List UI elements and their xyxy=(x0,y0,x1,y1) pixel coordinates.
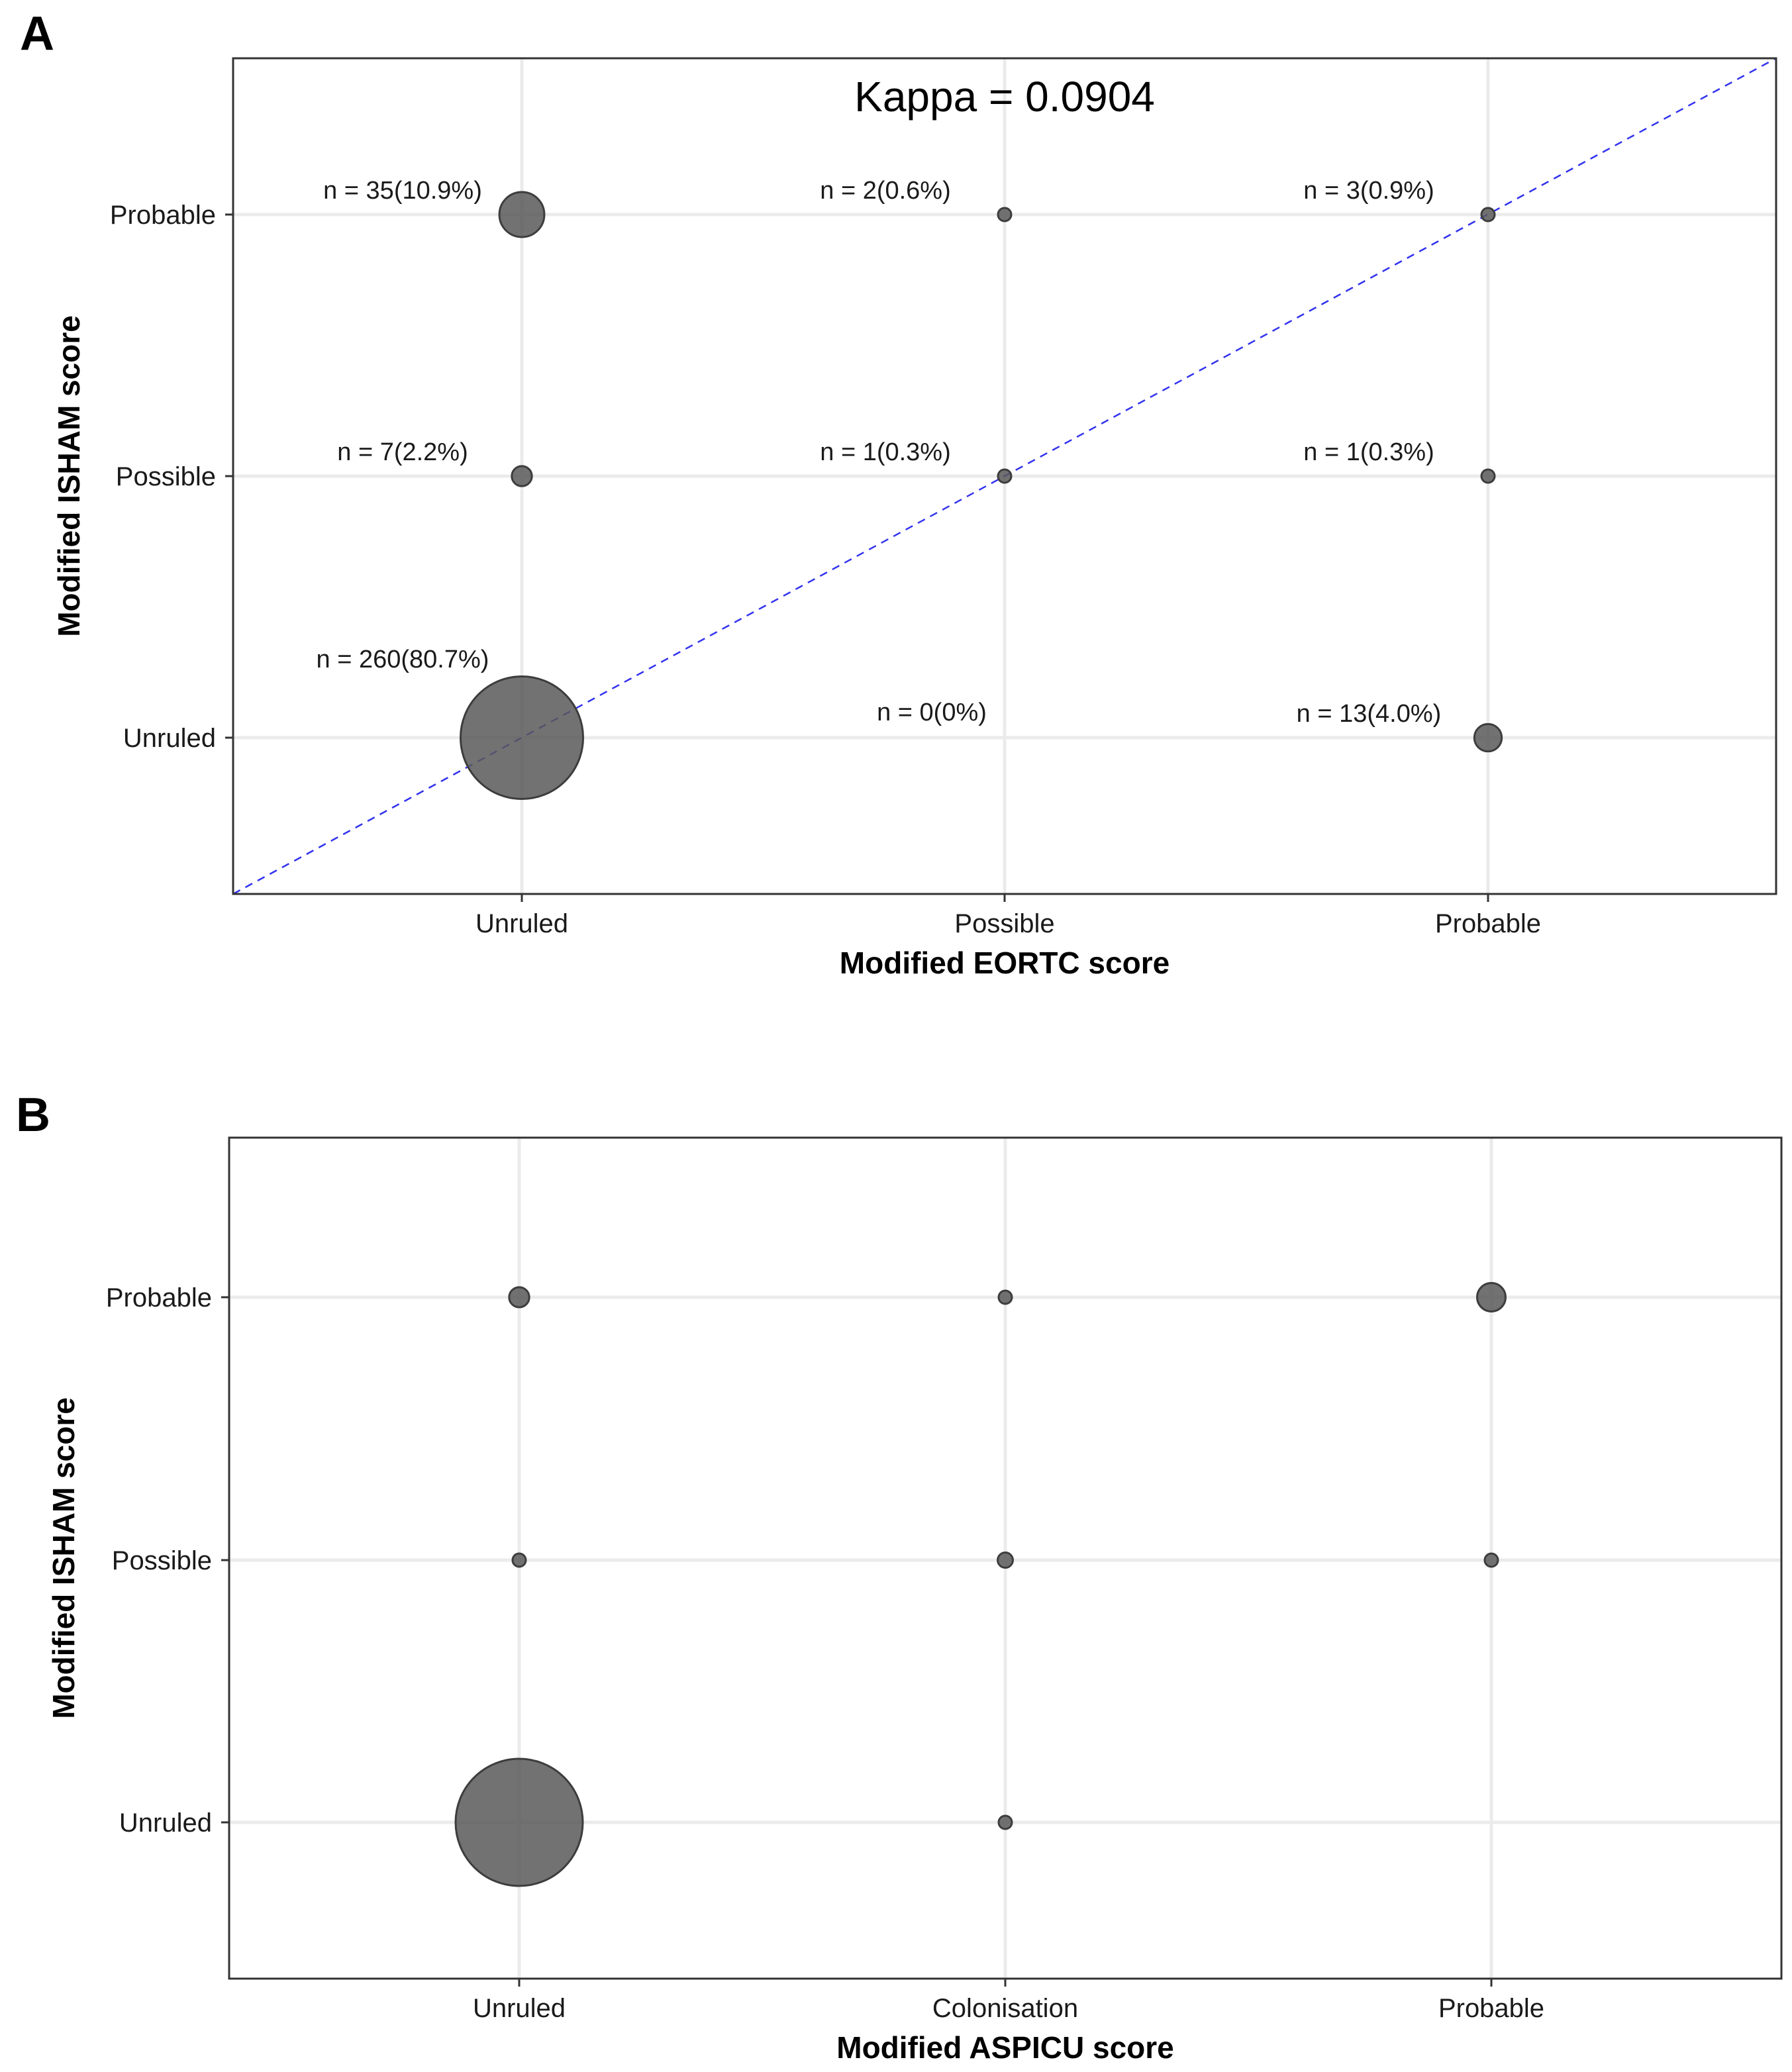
panel-b-y-tick-label-possible: Possible xyxy=(112,1546,212,1575)
panel-b-colonisation-unruled-bubble xyxy=(997,1814,1013,1830)
panel-a-x-tick-label-possible: Possible xyxy=(954,909,1054,938)
panel-a-possible-possible-bubble xyxy=(997,468,1013,484)
panel-a-probable-possible-count-label: n = 1(0.3%) xyxy=(1303,438,1434,466)
panel-a-x-tick-label-probable: Probable xyxy=(1435,909,1541,938)
panel-a-probable-probable-count-label: n = 3(0.9%) xyxy=(1303,177,1434,205)
panel-b-colonisation-possible-bubble xyxy=(997,1552,1014,1569)
panel-b-y-tick-label-unruled: Unruled xyxy=(119,1808,212,1838)
panel-b-x-tick-label-unruled: Unruled xyxy=(473,1994,566,2023)
panel-b-x-axis-title: Modified ASPICU score xyxy=(836,2030,1173,2065)
panel-a: A n = 35(10.9%) n = 2(0.6%) n = 3(0.9%)n =… xyxy=(20,7,1777,980)
panel-b-unruled-unruled-bubble xyxy=(454,1757,584,1887)
panel-a-possible-unruled-count-label: n = 0(0%) xyxy=(877,699,987,726)
panel-a-probable-unruled-bubble xyxy=(1473,722,1503,753)
panel-a-y-axis: Unruled Possible Probable xyxy=(110,201,233,753)
panel-a-y-tick-label-probable: Probable xyxy=(110,201,216,230)
panel-a-y-tick-label-possible: Possible xyxy=(116,462,216,491)
panel-a-point-labels: n = 35(10.9%) n = 2(0.6%) n = 3(0.9%) n = 7… xyxy=(317,177,1442,728)
panel-a-probable-possible-bubble xyxy=(1480,468,1496,484)
panel-b-probable-probable-bubble xyxy=(1476,1282,1507,1312)
panel-a-unruled-possible-bubble xyxy=(511,465,533,487)
panel-a-x-axis-title: Modified EORTC score xyxy=(840,946,1170,980)
panel-b-x-tick-label-colonisation: Colonisation xyxy=(932,1994,1078,2023)
panel-a-possible-probable-count-label: n = 2(0.6%) xyxy=(820,177,951,205)
panel-b-colonisation-probable-bubble xyxy=(997,1289,1013,1305)
panel-b-bubbles xyxy=(454,1282,1507,1887)
panel-a-unruled-probable-bubble xyxy=(498,191,546,238)
panel-b-y-axis-title: Modified ISHAM score xyxy=(46,1397,81,1719)
panel-a-y-axis-title: Modified ISHAM score xyxy=(52,315,86,637)
panel-a-possible-probable-bubble xyxy=(997,207,1013,222)
panel-a-unruled-possible-count-label: n = 7(2.2%) xyxy=(337,438,468,466)
panel-a-probable-probable-bubble xyxy=(1480,207,1496,222)
panel-b-letter: B xyxy=(16,1089,50,1142)
panel-b-unruled-possible-bubble xyxy=(511,1552,527,1568)
panel-b-unruled-probable-bubble xyxy=(508,1286,530,1308)
panel-a-possible-possible-count-label: n = 1(0.3%) xyxy=(820,438,951,466)
panel-a-bubbles xyxy=(459,191,1503,801)
panel-a-kappa-annotation: Kappa = 0.0904 xyxy=(854,73,1155,121)
panel-a-x-tick-label-unruled: Unruled xyxy=(475,909,568,938)
panel-b-y-tick-label-probable: Probable xyxy=(106,1283,212,1312)
panel-a-y-tick-label-unruled: Unruled xyxy=(123,724,216,753)
panel-b-x-axis: Unruled Colonisation Probable xyxy=(473,1979,1544,2023)
panel-a-probable-unruled-count-label: n = 13(4.0%) xyxy=(1297,700,1442,728)
panel-a-letter: A xyxy=(20,7,54,60)
panel-b-x-tick-label-probable: Probable xyxy=(1438,1994,1544,2023)
panel-a-unruled-probable-count-label: n = 35(10.9%) xyxy=(323,177,482,205)
panel-a-x-axis: Unruled Possible Probable xyxy=(475,894,1541,938)
panel-b-probable-possible-bubble xyxy=(1483,1552,1499,1568)
panel-b-y-axis: Unruled Possible Probable xyxy=(106,1283,229,1838)
panel-a-unruled-unruled-count-label: n = 260(80.7%) xyxy=(317,646,489,673)
panel-b: B Unruled Colonisation Probable Unruled Pos… xyxy=(16,1089,1783,2065)
panel-a-unruled-unruled-bubble xyxy=(459,675,585,801)
